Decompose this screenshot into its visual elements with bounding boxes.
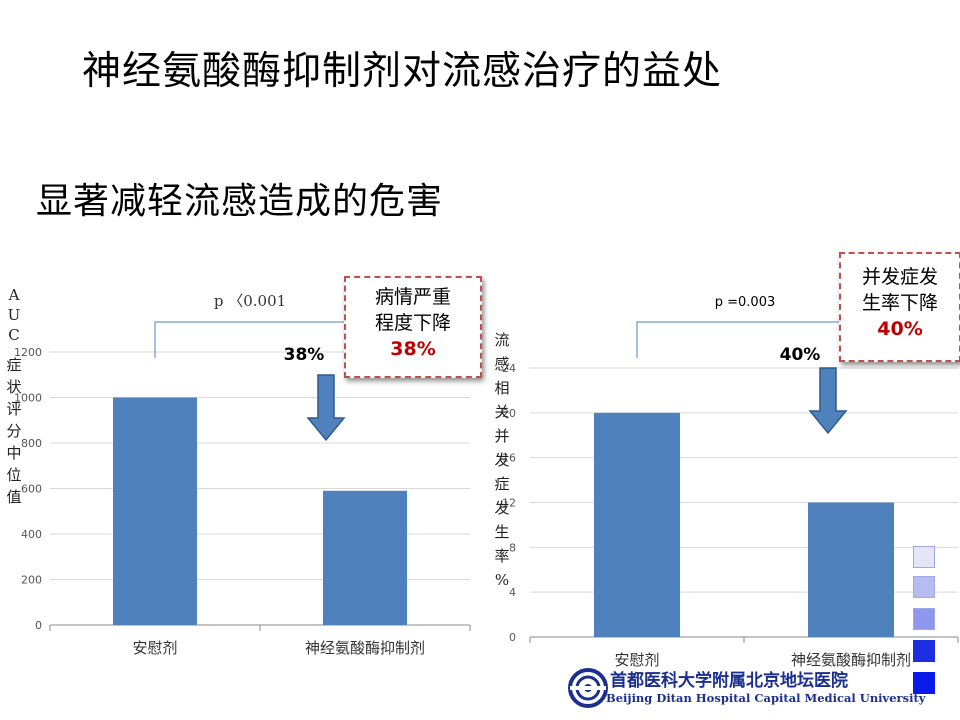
- logo-name-en: Beijing Ditan Hospital Capital Medical U…: [606, 691, 926, 705]
- chart2-bar: [594, 412, 680, 637]
- chart1-ytick-label: 600: [21, 483, 42, 496]
- chart2-ylabel-char: 并: [494, 427, 509, 445]
- chart2-ylabel-char: %: [495, 571, 509, 589]
- decor-square-3: [913, 608, 935, 630]
- chart1-callout: 病情严重 程度下降 38%: [344, 276, 482, 378]
- chart2-ylabel-char: 关: [494, 403, 509, 421]
- chart1-down-arrow-icon: [306, 374, 346, 442]
- chart1-ylabel-top-char: C: [8, 326, 19, 344]
- slide-subtitle: 显著减轻流感造成的危害: [36, 181, 444, 222]
- chart1-ytick-label: 200: [21, 574, 42, 587]
- chart1-category-label: 神经氨酸酶抑制剂: [305, 639, 425, 657]
- chart1-reduction-label: 38%: [284, 345, 325, 365]
- slide-title: 神经氨酸酶抑制剂对流感治疗的益处: [82, 49, 723, 94]
- chart2-ytick-label: 20: [502, 407, 516, 420]
- chart2-ytick-label: 16: [502, 452, 516, 465]
- chart1-ylabel-char: 值: [6, 488, 21, 506]
- chart1-ytick-label: 1200: [14, 346, 42, 359]
- hospital-logo: 首都医科大学附属北京地坛医院 Beijing Ditan Hospital Ca…: [568, 664, 925, 712]
- chart2-bar: [808, 502, 894, 637]
- chart2-ylabel-char: 相: [494, 379, 509, 397]
- chart2-reduction-label: 40%: [780, 345, 821, 365]
- chart1-callout-value: 38%: [390, 338, 436, 360]
- chart1-ylabel-top-char: A: [8, 286, 20, 304]
- chart2-ytick-label: 8: [509, 541, 516, 554]
- chart1-ytick-label: 0: [35, 619, 42, 632]
- chart1-ylabel-char: 评: [6, 400, 21, 418]
- chart2-ytick-label: 4: [509, 586, 516, 599]
- chart1-ytick-label: 1000: [14, 392, 42, 405]
- chart2-ylabel-char: 率: [494, 547, 509, 565]
- chart2-ylabel-char: 生: [494, 523, 509, 541]
- chart2-ylabel-char: 发: [494, 451, 509, 469]
- chart2-category-label: 安慰剂: [614, 651, 659, 669]
- chart2-callout: 并发症发 生率下降 40%: [839, 252, 960, 362]
- decor-square-4: [913, 640, 935, 662]
- chart2-ytick-label: 0: [509, 631, 516, 644]
- chart1-ylabel-char: 中: [6, 444, 21, 462]
- chart1-significance-bracket: [154, 321, 366, 358]
- chart1-ylabel-char: 分: [6, 422, 21, 440]
- chart1-callout-line2: 程度下降: [374, 312, 451, 334]
- chart2-ylabel-char: 感: [494, 355, 509, 373]
- chart1-bar: [323, 490, 407, 625]
- hospital-logo-icon: [568, 668, 608, 708]
- chart2-category-label: 神经氨酸酶抑制剂: [791, 651, 911, 669]
- chart1-ylabel-char: 位: [6, 466, 21, 484]
- chart2-callout-line1: 并发症发: [861, 266, 938, 288]
- decor-square-5: [913, 672, 935, 694]
- chart2-down-arrow-icon: [808, 367, 848, 435]
- chart1-p-value: p 〈0.001: [214, 292, 286, 310]
- chart2-ylabel-char: 发: [494, 499, 509, 517]
- logo-name-cn: 首都医科大学附属北京地坛医院: [610, 671, 848, 691]
- chart1-ytick-label: 400: [21, 528, 42, 541]
- chart2-callout-line2: 生率下降: [861, 292, 938, 314]
- chart2-ytick-label: 12: [502, 497, 516, 510]
- chart1-ylabel-char: 状: [6, 378, 21, 396]
- decor-square-2: [913, 576, 935, 598]
- chart1-bar: [113, 397, 197, 625]
- chart1-ylabel-top-char: U: [8, 306, 21, 324]
- chart1-callout-line1: 病情严重: [374, 286, 451, 308]
- chart1-ytick-label: 800: [21, 437, 42, 450]
- chart1-ylabel-char: 症: [6, 356, 21, 374]
- chart2-ylabel-char: 流: [494, 331, 509, 349]
- chart1-category-label: 安慰剂: [132, 639, 177, 657]
- decor-square-1: [913, 546, 935, 568]
- chart2-ytick-label: 24: [502, 362, 516, 375]
- chart2-ylabel-char: 症: [494, 475, 509, 493]
- chart2-callout-value: 40%: [877, 318, 923, 340]
- chart2-p-value: p =0.003: [715, 295, 776, 310]
